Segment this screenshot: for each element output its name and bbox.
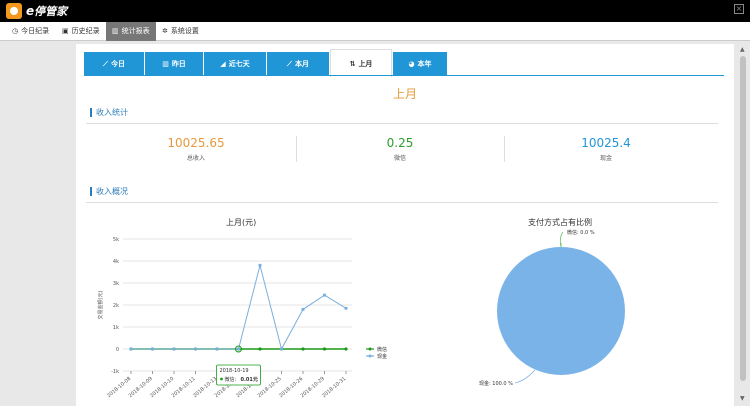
stat-cash: 10025.4 现金 bbox=[506, 136, 706, 162]
data-point bbox=[322, 293, 327, 297]
stat-total-value: 10025.65 bbox=[167, 136, 225, 150]
vertical-scrollbar[interactable]: ▲ ▼ bbox=[740, 46, 746, 402]
data-point bbox=[301, 347, 305, 351]
legend-label: 微信 bbox=[377, 346, 387, 353]
nav-item-settings[interactable]: ✲ 系统设置 bbox=[156, 22, 205, 41]
scroll-up-icon[interactable]: ▲ bbox=[740, 46, 745, 53]
series-line-cash bbox=[131, 265, 347, 351]
pie-label-cash: 现金: 100.0 % bbox=[479, 380, 513, 387]
stat-total-label: 总收入 bbox=[186, 155, 205, 162]
y-tick-label: 4k bbox=[113, 259, 119, 265]
data-point bbox=[236, 347, 241, 351]
y-tick-label: 5k bbox=[113, 237, 119, 243]
pie-leader-line bbox=[559, 231, 564, 248]
scrollbar-thumb[interactable] bbox=[740, 56, 746, 381]
tab-last-seven-days[interactable]: ◢ 近七天 bbox=[204, 52, 266, 76]
scroll-down-icon[interactable]: ▼ bbox=[740, 395, 745, 402]
period-title: 上月 bbox=[392, 87, 417, 101]
legend-marker bbox=[368, 347, 372, 351]
main-nav: ◷ 今日纪录 ▣ 历史纪录 ▥ 统计报表 ✲ 系统设置 bbox=[0, 22, 750, 41]
line-chart: -1k01k2k3k4k5k交易金额(元)2018-10-082018-10-0… bbox=[97, 237, 387, 399]
app-logo-icon bbox=[6, 3, 22, 19]
tab-this-year[interactable]: ◕ 本年 bbox=[393, 52, 447, 76]
line-chart-icon: ⟋ bbox=[287, 60, 292, 68]
pie-chart: 微信: 0.0 % 现金: 100.0 % bbox=[479, 229, 625, 387]
income-section-title: 收入统计 bbox=[90, 108, 128, 117]
app-name: e停管家 bbox=[26, 4, 68, 18]
tooltip-marker bbox=[220, 377, 223, 381]
pie-label-wechat: 微信: 0.0 % bbox=[567, 229, 595, 236]
calendar-icon: ▣ bbox=[62, 27, 69, 35]
clock-icon: ◷ bbox=[12, 27, 19, 35]
tooltip bbox=[216, 364, 261, 386]
stat-wechat: 0.25 微信 bbox=[300, 136, 500, 162]
nav-item-reports[interactable]: ▥ 统计报表 bbox=[106, 22, 156, 41]
data-point bbox=[150, 347, 155, 351]
bar-chart-icon: ▥ bbox=[162, 60, 169, 68]
tab-today[interactable]: ⟋ 今日 bbox=[84, 52, 144, 76]
pie-chart-title: 支付方式占有比例 bbox=[528, 218, 592, 227]
tab-this-month[interactable]: ⟋ 本月 bbox=[267, 52, 329, 76]
tab-last-month[interactable]: ⇅ 上月 bbox=[330, 49, 392, 77]
data-point bbox=[129, 347, 133, 351]
tooltip-date: 2018-10-19 bbox=[220, 368, 249, 374]
sort-icon: ⇅ bbox=[349, 60, 356, 68]
stat-wechat-value: 0.25 bbox=[386, 136, 414, 150]
line-chart-title: 上月(元) bbox=[226, 218, 257, 227]
stat-total: 10025.65 总收入 bbox=[96, 136, 296, 162]
report-panel: ⟋ 今日 ▥ 昨日 ◢ 近七天 ⟋ 本月 ⇅ 上月 ◕ 本年 上月 收入统计 10025.6… bbox=[76, 44, 734, 406]
bar-chart-icon: ▥ bbox=[112, 27, 119, 35]
tooltip-value: 0.01元 bbox=[241, 376, 258, 383]
stat-cash-value: 10025.4 bbox=[581, 136, 631, 150]
y-tick-label: 2k bbox=[113, 303, 119, 309]
data-point bbox=[172, 347, 176, 351]
divider bbox=[86, 202, 718, 203]
pie-leader-line bbox=[514, 369, 536, 384]
legend-label: 现金 bbox=[377, 353, 387, 360]
data-point bbox=[322, 347, 327, 351]
y-tick-label: -1k bbox=[111, 369, 119, 375]
y-axis-label: 交易金额(元) bbox=[97, 291, 104, 320]
data-point bbox=[258, 263, 262, 267]
stat-wechat-label: 微信 bbox=[393, 155, 406, 162]
overview-section-title: 收入概况 bbox=[90, 187, 128, 196]
nav-item-today[interactable]: ◷ 今日纪录 bbox=[6, 22, 55, 41]
divider bbox=[504, 136, 505, 162]
divider bbox=[86, 123, 718, 124]
data-point bbox=[344, 306, 348, 310]
stat-cash-label: 现金 bbox=[599, 155, 612, 162]
data-point bbox=[215, 347, 219, 351]
pie-slice-cash bbox=[497, 247, 625, 375]
data-point bbox=[301, 307, 305, 311]
area-chart-icon: ◢ bbox=[220, 60, 226, 68]
data-point bbox=[258, 347, 262, 351]
legend-marker bbox=[368, 354, 372, 358]
y-tick-label: 3k bbox=[113, 281, 119, 287]
nav-item-history[interactable]: ▣ 历史纪录 bbox=[56, 22, 106, 41]
data-point bbox=[344, 347, 348, 351]
gear-icon: ✲ bbox=[162, 27, 168, 35]
y-tick-label: 0 bbox=[116, 347, 119, 353]
x-tick-label: 2018-10-31 bbox=[321, 376, 347, 399]
tooltip-series: 微信: bbox=[225, 376, 237, 383]
data-point bbox=[193, 347, 198, 351]
highlight-point bbox=[235, 345, 242, 353]
line-chart-icon: ⟋ bbox=[103, 60, 108, 68]
y-tick-label: 1k bbox=[113, 325, 119, 331]
divider bbox=[296, 136, 297, 162]
pie-chart-icon: ◕ bbox=[408, 60, 415, 68]
tab-yesterday[interactable]: ▥ 昨日 bbox=[145, 52, 203, 76]
tab-underline bbox=[84, 75, 724, 76]
close-icon[interactable]: × bbox=[734, 4, 744, 14]
data-point bbox=[279, 347, 284, 351]
title-bar: e停管家 × bbox=[0, 0, 750, 22]
